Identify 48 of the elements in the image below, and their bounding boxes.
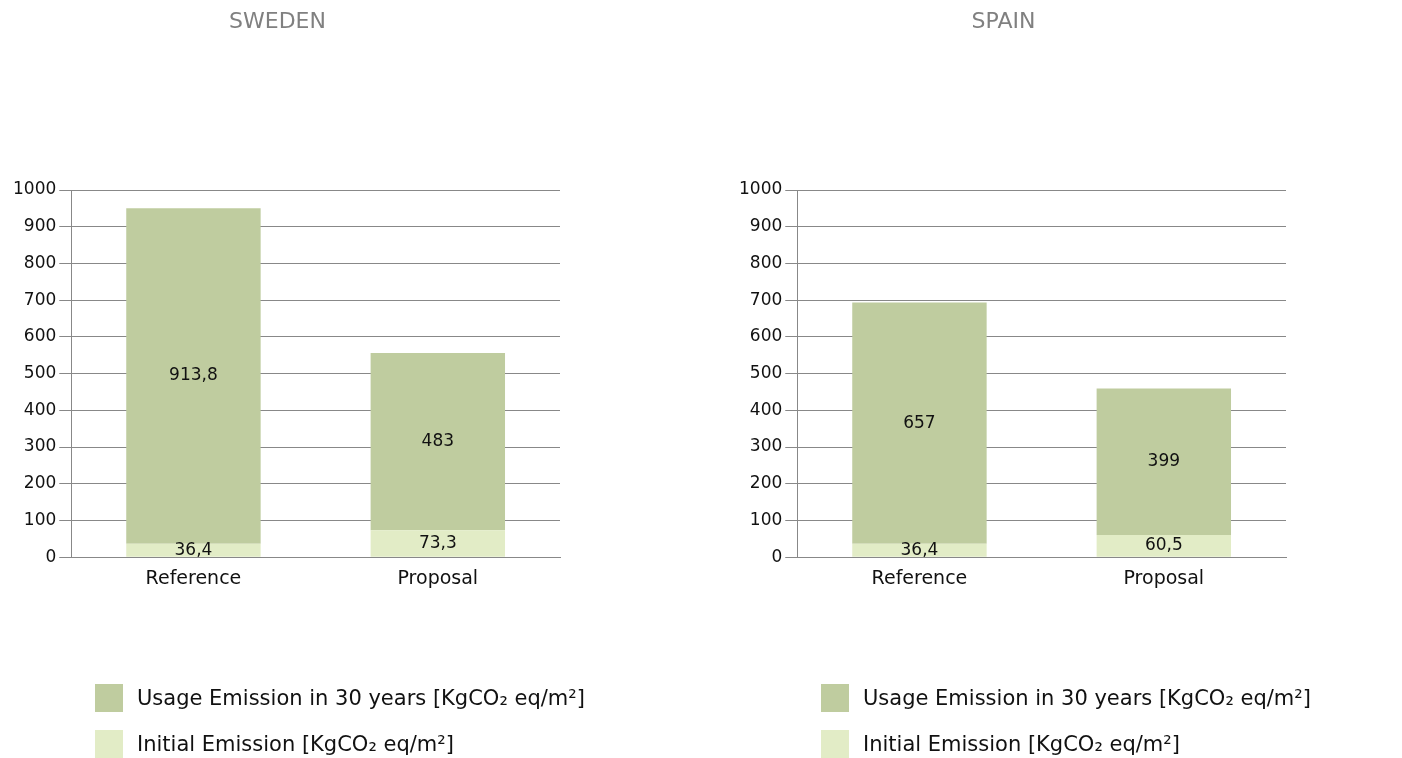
y-tick-label: 700 [749,288,783,309]
data-label: 36,4 [900,538,939,559]
y-tick-label: 900 [23,215,57,236]
data-label: 913,8 [169,364,218,385]
bar [126,208,261,544]
y-tick-label: 400 [749,398,783,419]
bar [1096,388,1232,535]
bar [370,530,506,557]
y-tick-label: 1000 [739,178,783,199]
bar [1096,534,1232,557]
legend-label: Initial Emission [KgCO₂ eq/m²] [137,732,454,756]
y-tick-label: 200 [23,472,57,493]
x-tick-label: Reference [145,565,242,588]
legend-label: Initial Emission [KgCO₂ eq/m²] [863,732,1180,756]
chart-title: SWEDEN [228,8,327,33]
y-tick-label: 800 [23,251,57,272]
y-tick-label: 300 [23,435,57,456]
data-label: 60,5 [1144,534,1183,555]
x-tick-label: Proposal [397,565,479,588]
bar [852,302,987,544]
y-tick-label: 200 [749,472,783,493]
y-tick-label: 700 [23,288,57,309]
x-tick-label: Proposal [1123,565,1205,588]
y-tick-label: 100 [749,508,783,529]
y-tick-label: 100 [23,508,57,529]
data-label: 657 [903,411,936,432]
y-tick-label: 500 [23,362,57,383]
y-tick-label: 300 [749,435,783,456]
y-tick-label: 400 [23,398,57,419]
y-tick-label: 900 [749,215,783,236]
y-tick-label: 600 [23,325,57,346]
y-tick-label: 1000 [13,178,57,199]
data-label: 483 [421,430,455,451]
data-label: 399 [1147,450,1181,471]
bar [126,543,261,557]
y-tick-label: 0 [45,545,57,566]
legend-label: Usage Emission in 30 years [KgCO₂ eq/m²] [137,686,585,710]
bar [852,543,987,557]
data-label: 73,3 [418,531,457,552]
y-tick-label: 500 [749,362,783,383]
chart-title: SPAIN [970,8,1037,33]
legend-label: Usage Emission in 30 years [KgCO₂ eq/m²] [863,686,1311,710]
bar [370,352,506,531]
y-tick-label: 800 [749,251,783,272]
x-tick-label: Reference [871,565,968,588]
y-tick-label: 600 [749,325,783,346]
data-label: 36,4 [174,538,213,559]
y-tick-label: 0 [771,545,783,566]
